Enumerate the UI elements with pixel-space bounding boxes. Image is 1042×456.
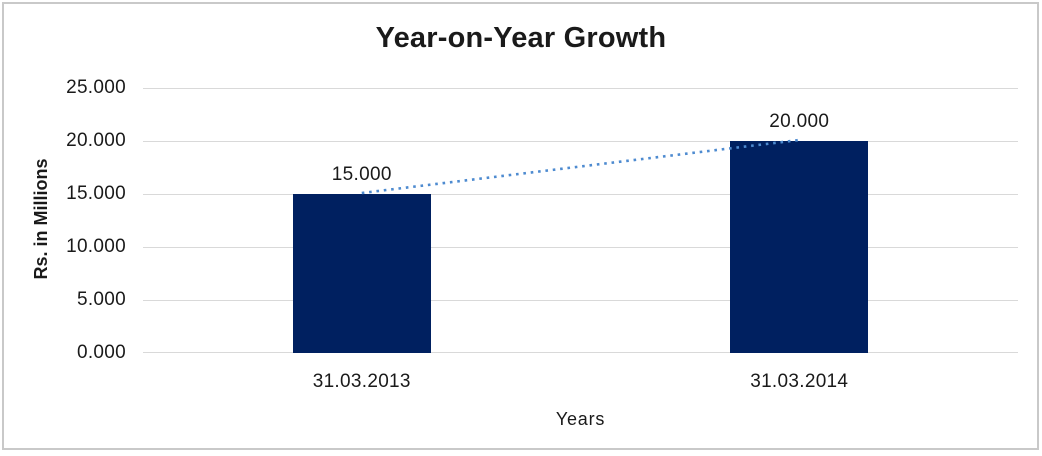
y-tick-label: 25.000 [66, 77, 126, 98]
bar-2014 [730, 141, 869, 353]
data-label-2014: 20.000 [769, 111, 830, 132]
category-label-2013: 31.03.2013 [312, 371, 411, 392]
y-tick-label: 15.000 [66, 183, 126, 204]
gridline [143, 300, 1018, 301]
category-label-2014: 31.03.2014 [750, 371, 849, 392]
y-tick-label: 5.000 [76, 289, 126, 310]
chart-title: Year-on-Year Growth [375, 22, 667, 54]
y-axis-title: Rs. in Millions [31, 158, 51, 280]
gridline [143, 247, 1018, 248]
gridline [143, 88, 1018, 89]
plot-area [143, 88, 1018, 353]
y-tick-label: 0.000 [76, 342, 126, 363]
gridline [143, 352, 1018, 353]
x-axis-title: Years [555, 409, 606, 429]
gridline [143, 141, 1018, 142]
y-tick-label: 10.000 [66, 236, 126, 257]
data-label-2013: 15.000 [331, 164, 392, 185]
bar-2013 [292, 194, 431, 353]
gridline [143, 194, 1018, 195]
y-tick-label: 20.000 [66, 130, 126, 151]
